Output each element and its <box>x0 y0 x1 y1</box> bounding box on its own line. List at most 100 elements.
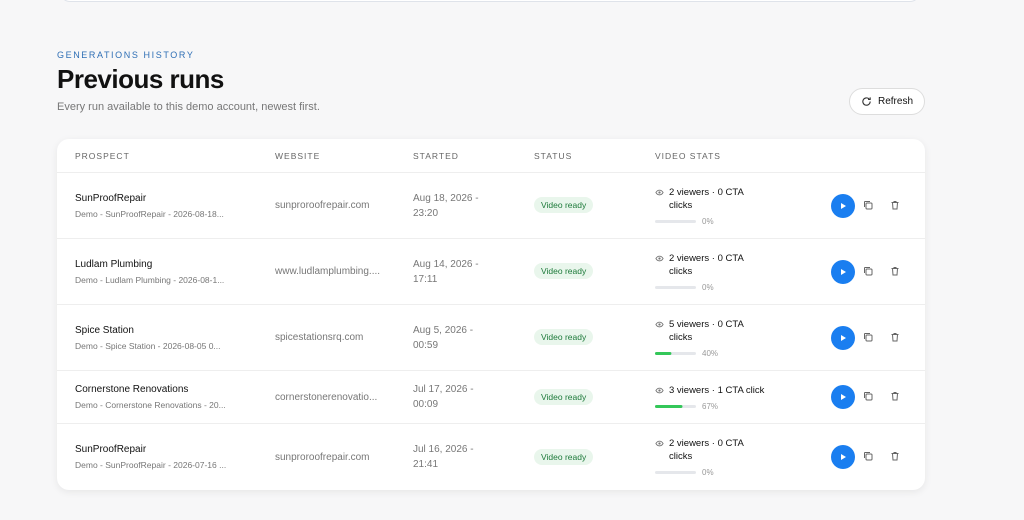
column-header: VIDEO STATS <box>655 150 721 161</box>
copy-button[interactable] <box>863 391 875 403</box>
prospect-detail: Demo - Spice Station - 2026-08-05 0... <box>75 340 221 351</box>
started: Jul 17, 2026 - 00:09 <box>413 384 474 410</box>
prospect-cell: Cornerstone Renovations Demo - Cornerston… <box>75 384 226 410</box>
progress-label: 0% <box>702 216 714 226</box>
trash-icon <box>891 392 899 401</box>
progress-label: 0% <box>702 468 714 477</box>
started: Aug 14, 2026 - 17:11 <box>413 258 479 285</box>
column-header: PROSPECT <box>75 150 130 161</box>
stats-cell: 5 viewers · 0 CTA clicks 40% <box>655 318 769 358</box>
progress-fill <box>655 351 672 355</box>
website: sunproroofrepair.com <box>275 200 370 211</box>
progress-track <box>655 285 696 289</box>
website: spicestationsrq.com <box>275 332 364 343</box>
copy-button[interactable] <box>863 332 875 344</box>
play-icon <box>841 334 846 341</box>
play-icon <box>841 454 846 460</box>
play-button[interactable] <box>831 445 855 469</box>
copy-icon <box>864 266 873 275</box>
subtitle: Every run available to this demo account… <box>57 101 320 113</box>
trash-icon <box>891 332 899 341</box>
stats-text: 2 viewers · 0 CTA clicks <box>669 438 744 462</box>
play-icon <box>841 202 846 209</box>
play-button[interactable] <box>831 325 855 350</box>
delete-button[interactable] <box>890 391 902 403</box>
eye-icon <box>655 440 664 447</box>
status-pill: Video ready <box>534 388 594 405</box>
prospect-cell: Spice Station Demo - Spice Station - 2026… <box>75 325 221 351</box>
copy-icon <box>864 200 873 209</box>
stats-line: 2 viewers · 0 CTA clicks <box>655 186 769 212</box>
page-title: Previous runs <box>57 64 224 94</box>
trash-icon <box>891 266 899 275</box>
prospect-cell: SunProofRepair Demo - SunProofRepair - 20… <box>75 444 226 470</box>
run-row: Spice Station Demo - Spice Station - 2026… <box>57 304 925 370</box>
play-button[interactable] <box>831 385 855 409</box>
website: cornerstonerenovatio... <box>275 391 378 403</box>
progress-bar <box>655 285 696 289</box>
progress-track <box>655 219 696 223</box>
status-pill: Video ready <box>534 448 594 465</box>
copy-button[interactable] <box>863 451 875 463</box>
stats-text: 2 viewers · 0 CTA clicks <box>669 252 744 277</box>
status-pill: Video ready <box>534 263 594 279</box>
copy-icon <box>864 332 873 341</box>
delete-button[interactable] <box>890 332 902 344</box>
refresh-label: Refresh <box>877 96 913 107</box>
stats-text: 3 viewers · 1 CTA click <box>669 384 765 396</box>
play-icon <box>841 394 846 400</box>
progress-bar <box>655 351 696 355</box>
play-icon <box>841 268 846 275</box>
run-row: SunProofRepair Demo - SunProofRepair - 20… <box>57 423 925 490</box>
prospect-cell: SunProofRepair Demo - SunProofRepair - 20… <box>75 193 224 219</box>
play-button[interactable] <box>831 259 855 284</box>
website: www.ludlamplumbing.... <box>275 266 381 277</box>
status-cell: Video ready <box>534 448 594 465</box>
prospect-name: Cornerstone Renovations <box>75 384 189 395</box>
status-pill: Video ready <box>534 197 594 213</box>
copy-button[interactable] <box>863 266 875 278</box>
progress-fill <box>655 404 683 408</box>
progress-track <box>655 471 696 474</box>
progress-label: 40% <box>702 348 719 358</box>
stats-cell: 2 viewers · 0 CTA clicks 0% <box>655 252 769 292</box>
progress: 0% <box>655 468 769 477</box>
prospect-detail: Demo - SunProofRepair - 2026-07-16 ... <box>75 460 227 470</box>
previous-card <box>60 0 920 2</box>
table-header: PROSPECT WEBSITE STARTED STATUS VIDEO STATS <box>57 139 925 172</box>
eye-icon <box>655 321 664 327</box>
eyebrow: GENERATIONS HISTORY <box>57 50 195 60</box>
progress-label: 0% <box>702 282 714 292</box>
copy-button[interactable] <box>863 200 875 212</box>
started: Aug 5, 2026 - 00:59 <box>413 324 474 351</box>
run-row: Ludlam Plumbing Demo - Ludlam Plumbing - … <box>57 238 925 304</box>
trash-icon <box>891 452 899 461</box>
play-button[interactable] <box>831 193 855 218</box>
eye-icon <box>655 189 664 195</box>
delete-button[interactable] <box>890 451 902 463</box>
stats-line: 3 viewers · 1 CTA click <box>655 384 769 397</box>
eye-icon <box>655 255 664 261</box>
progress: 40% <box>655 349 769 358</box>
delete-button[interactable] <box>890 200 902 212</box>
refresh-button[interactable]: Refresh <box>849 88 925 115</box>
refresh-icon <box>862 97 871 106</box>
stats-cell: 3 viewers · 1 CTA click 67% <box>655 384 769 411</box>
status-pill: Video ready <box>534 329 594 345</box>
stats-line: 2 viewers · 0 CTA clicks <box>655 252 769 278</box>
column-header: STARTED <box>413 150 459 161</box>
prospect-name: SunProofRepair <box>75 444 147 455</box>
prospect-name: Ludlam Plumbing <box>75 258 153 270</box>
prospect-name: Spice Station <box>75 324 134 336</box>
prospect-detail: Demo - Cornerstone Renovations - 20... <box>75 400 226 410</box>
runs-table: PROSPECT WEBSITE STARTED STATUS VIDEO STATS … <box>57 139 925 490</box>
stats-text: 5 viewers · 0 CTA clicks <box>669 318 744 343</box>
column-header: STATUS <box>534 150 573 161</box>
delete-button[interactable] <box>890 266 902 278</box>
stats-cell: 2 viewers · 0 CTA clicks 0% <box>655 437 769 477</box>
progress: 0% <box>655 217 769 226</box>
progress-bar <box>655 471 696 474</box>
stats-cell: 2 viewers · 0 CTA clicks 0% <box>655 186 769 226</box>
progress-bar <box>655 219 696 223</box>
